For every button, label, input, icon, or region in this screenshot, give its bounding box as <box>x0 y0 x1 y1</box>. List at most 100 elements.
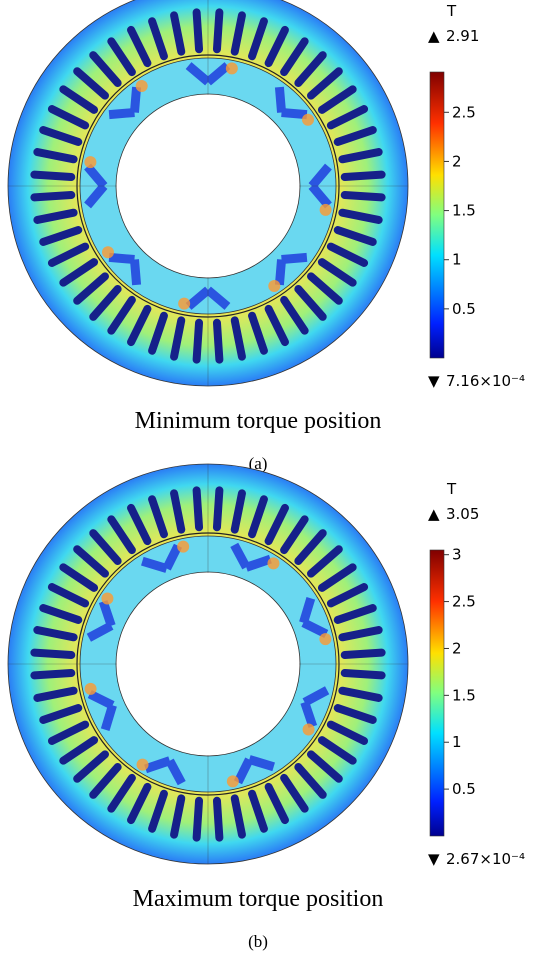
unit-label: T <box>446 480 457 498</box>
magnet <box>300 700 318 728</box>
slot <box>294 763 327 799</box>
colorbar-tick-label: 0.5 <box>452 300 476 318</box>
slot <box>73 67 109 100</box>
magnet <box>274 259 287 286</box>
magnet <box>308 163 332 189</box>
slot <box>148 311 168 355</box>
caption: Minimum torque position <box>135 408 382 434</box>
slot <box>170 11 186 56</box>
flux-spot <box>178 297 191 310</box>
slot <box>148 17 168 61</box>
slot <box>248 17 268 61</box>
magnet <box>165 758 186 786</box>
slot <box>317 85 357 114</box>
slot <box>294 51 327 87</box>
flux-spot <box>84 682 97 695</box>
slot <box>333 126 377 146</box>
slot <box>326 105 369 130</box>
slot <box>89 285 122 321</box>
slot <box>317 258 357 287</box>
colorbar-tick-label: 2.5 <box>452 103 476 121</box>
slot <box>280 295 309 335</box>
slot <box>192 318 204 364</box>
slot <box>230 316 246 361</box>
magnet <box>185 286 211 310</box>
colorbar-tick-label: 1.5 <box>452 202 476 220</box>
slot <box>73 272 109 305</box>
slot <box>338 148 383 164</box>
slot <box>47 720 90 745</box>
slot <box>212 318 224 364</box>
slot <box>39 226 83 246</box>
slot <box>307 545 343 578</box>
colorbar-tick-label: 2 <box>452 152 462 170</box>
slot <box>47 583 90 608</box>
flux-spot <box>135 79 148 92</box>
slot <box>127 304 152 347</box>
caption: Maximum torque position <box>133 886 384 912</box>
slot <box>294 285 327 321</box>
slot <box>107 37 136 77</box>
magnet <box>205 286 231 310</box>
slot <box>307 750 343 783</box>
slot <box>264 782 289 825</box>
colorbar-tick-label: 0.5 <box>452 780 476 798</box>
flux-spot <box>136 758 149 771</box>
slot <box>127 503 152 546</box>
magnet <box>205 62 231 86</box>
motor-field-map <box>7 463 409 865</box>
slot <box>73 545 109 578</box>
slot <box>212 486 224 532</box>
flux-spot <box>225 62 238 75</box>
slot <box>33 686 78 702</box>
slot <box>30 648 76 660</box>
slot <box>47 105 90 130</box>
magnet <box>162 543 183 571</box>
slot <box>33 208 78 224</box>
magnet <box>281 252 308 265</box>
magnet <box>108 107 135 120</box>
magnet <box>98 600 116 628</box>
slot <box>107 773 136 813</box>
colorbar-tick-label: 1 <box>452 733 462 751</box>
slot <box>33 148 78 164</box>
panel-label: (b) <box>248 932 268 951</box>
slot <box>59 736 99 765</box>
slot <box>248 311 268 355</box>
magnet <box>129 259 142 286</box>
slot <box>326 242 369 267</box>
colorbar <box>429 549 445 837</box>
hole-cover <box>117 573 299 755</box>
magnet <box>248 755 275 772</box>
slot <box>39 704 83 724</box>
magnet <box>86 621 114 642</box>
flux-spot <box>226 775 239 788</box>
slot <box>333 704 377 724</box>
slot <box>127 25 152 68</box>
slot <box>294 529 327 565</box>
colorbar <box>429 71 445 359</box>
magnet <box>302 686 330 707</box>
slot <box>148 495 168 539</box>
magnet <box>129 86 142 113</box>
magnet <box>185 62 211 86</box>
slot <box>59 258 99 287</box>
colorbar-tick-label: 2 <box>452 639 462 657</box>
slot <box>59 563 99 592</box>
slot <box>89 51 122 87</box>
max-label: 2.91 <box>446 27 479 45</box>
flux-spot <box>319 633 332 646</box>
slot <box>212 8 224 54</box>
slot <box>248 495 268 539</box>
slot <box>39 604 83 624</box>
slot <box>192 486 204 532</box>
magnet <box>274 86 287 113</box>
flux-spot <box>267 557 280 570</box>
slot <box>248 789 268 833</box>
slot <box>340 190 386 202</box>
slot <box>30 190 76 202</box>
slot <box>127 782 152 825</box>
slot <box>192 8 204 54</box>
colorbar-tick-label: 3 <box>452 546 462 564</box>
slot <box>39 126 83 146</box>
